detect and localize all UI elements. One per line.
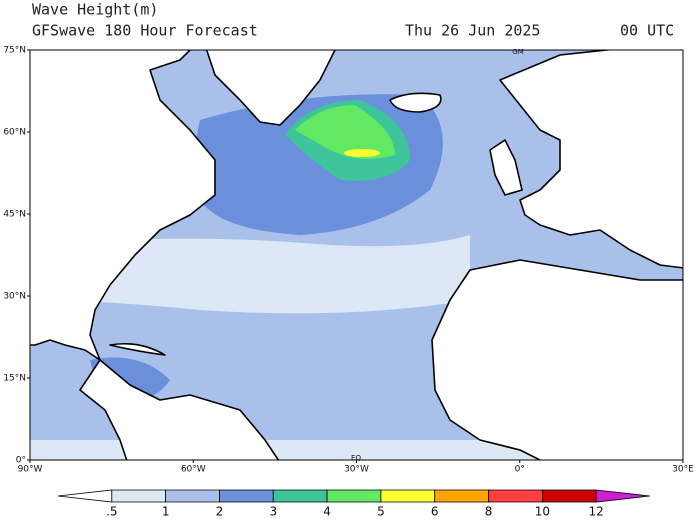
land — [389, 92, 442, 113]
equator-marker: EQ — [351, 454, 361, 462]
colorbar-label: 3 — [269, 505, 277, 519]
colorbar-label: 12 — [589, 505, 604, 519]
lat-label: 15°N — [3, 374, 26, 384]
lon-label: 60°W — [181, 465, 206, 475]
land — [431, 259, 683, 460]
calm-zone — [30, 235, 470, 314]
colorbar-swatch — [488, 489, 543, 503]
colorbar-label: 2 — [216, 505, 224, 519]
lat-label: 0° — [16, 456, 26, 466]
colorbar-label: 8 — [485, 505, 493, 519]
colorbar-swatch — [326, 489, 382, 503]
land — [79, 359, 280, 460]
colorbar-swatch — [434, 489, 489, 503]
map: 75°N60°N45°N30°N15°N0°90°W 60°W 30°W 0° 30°E… — [3, 46, 694, 475]
land — [489, 139, 523, 196]
colorbar-swatch — [595, 489, 651, 503]
forecast-date: Thu 26 Jun 2025 — [405, 22, 540, 40]
land — [499, 50, 683, 269]
map-title: Wave Height(m) — [32, 1, 158, 19]
map-subtitle: GFSwave 180 Hour Forecast — [32, 22, 258, 40]
lat-label: 30°N — [3, 292, 26, 302]
colorbar-swatch — [380, 489, 436, 503]
colorbar-swatch — [165, 489, 220, 503]
lat-label: 45°N — [3, 210, 26, 220]
land — [205, 50, 336, 126]
colorbar-label: .5 — [106, 505, 117, 519]
colorbar-label: 1 — [162, 505, 170, 519]
colorbar-swatch — [111, 489, 167, 503]
lon-label: 30°E — [672, 465, 694, 475]
forecast-time: 00 UTC — [620, 22, 674, 40]
colorbar-swatch — [541, 489, 597, 503]
land — [109, 342, 166, 356]
colorbar-label: 10 — [535, 505, 550, 519]
colorbar-label: 6 — [431, 505, 439, 519]
colorbar-swatch — [219, 489, 274, 503]
lon-label: 0° — [515, 465, 525, 475]
colorbar-swatch — [57, 489, 113, 503]
colorbar-label: 5 — [377, 505, 385, 519]
colorbar-label: 4 — [323, 505, 331, 519]
lat-label: 75°N — [3, 46, 26, 56]
lon-label: 30°W — [344, 465, 369, 475]
peak-zone — [344, 149, 380, 157]
land — [30, 50, 216, 361]
lat-label: 60°N — [3, 128, 26, 138]
meridian-marker: GM — [512, 48, 523, 56]
lon-label: 90°W — [18, 465, 43, 475]
colorbar: .5 1 2 3 4 5 6 8 10 12 — [57, 489, 651, 519]
colorbar-swatch — [272, 489, 328, 503]
high-zone — [295, 105, 395, 159]
